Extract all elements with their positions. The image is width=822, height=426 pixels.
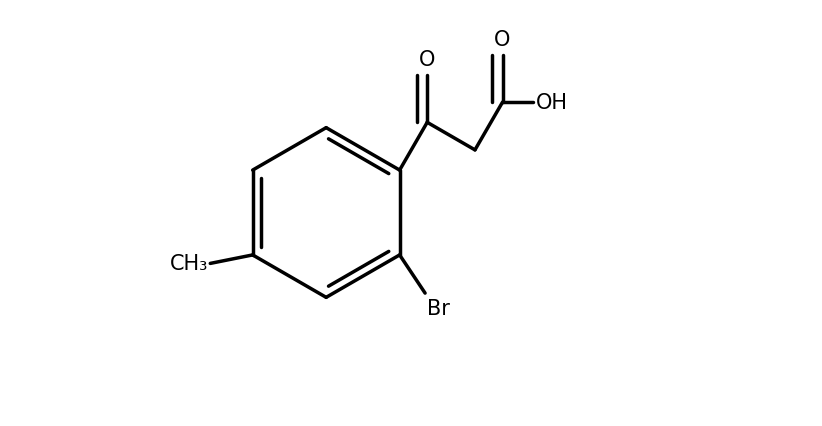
Text: OH: OH xyxy=(536,93,568,113)
Text: Br: Br xyxy=(427,299,450,319)
Text: O: O xyxy=(419,50,436,70)
Text: O: O xyxy=(494,30,510,50)
Text: CH₃: CH₃ xyxy=(170,254,208,274)
